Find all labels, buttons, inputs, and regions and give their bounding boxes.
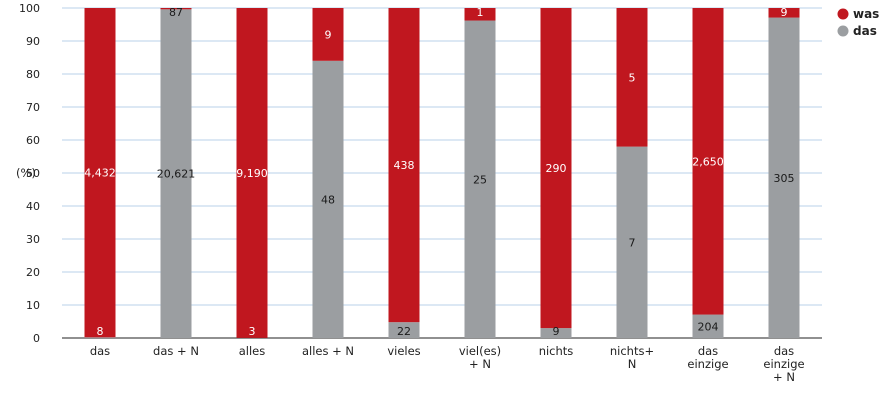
legend-swatch-was — [838, 9, 849, 20]
label-das-4: 22 — [397, 325, 411, 338]
label-das-5: 25 — [473, 173, 487, 186]
category-label-0-0: das — [90, 344, 110, 358]
category-label-9-2: + N — [773, 370, 795, 384]
category-label-2-0: alles — [239, 344, 266, 358]
category-label-9-0: das — [774, 344, 794, 358]
category-label-1-0: das + N — [153, 344, 199, 358]
label-das-0: 8 — [97, 325, 104, 338]
label-was-2: 9,190 — [236, 167, 268, 180]
y-tick-70: 70 — [26, 101, 40, 114]
label-das-7: 7 — [629, 236, 636, 249]
category-label-7-1: N — [628, 357, 637, 371]
y-tick-0: 0 — [33, 332, 40, 345]
legend-label-was: was — [853, 7, 879, 21]
legend-swatch-das — [838, 26, 849, 37]
label-was-4: 438 — [394, 159, 415, 172]
y-tick-60: 60 — [26, 134, 40, 147]
label-das-3: 48 — [321, 193, 335, 206]
y-tick-30: 30 — [26, 233, 40, 246]
y-tick-20: 20 — [26, 266, 40, 279]
label-was-9: 9 — [781, 6, 788, 19]
label-was-8: 2,650 — [692, 155, 724, 168]
bars: 8 4,432 20,621 87 3 9,190 48 9 22 438 25 1 9 290 7 5 204… — [84, 6, 799, 338]
label-was-6: 290 — [546, 162, 567, 175]
category-label-5-0: viel(es) — [459, 344, 501, 358]
category-label-8-0: das — [698, 344, 718, 358]
y-tick-90: 90 — [26, 35, 40, 48]
label-was-0: 4,432 — [84, 167, 116, 180]
label-das-1: 20,621 — [157, 168, 196, 181]
category-label-9-1: einzige — [763, 357, 804, 371]
category-label-8-1: einzige — [687, 357, 728, 371]
category-label-7-0: nichts+ — [610, 344, 654, 358]
label-was-7: 5 — [629, 71, 636, 84]
category-label-5-1: + N — [469, 357, 491, 371]
label-das-8: 204 — [698, 320, 719, 333]
category-label-4-0: vieles — [387, 344, 420, 358]
legend: was das — [838, 7, 880, 38]
category-label-3-0: alles + N — [302, 344, 354, 358]
label-das-9: 305 — [774, 172, 795, 185]
label-das-2: 3 — [249, 325, 256, 338]
label-das-6: 9 — [553, 325, 560, 338]
y-tick-100: 100 — [19, 2, 40, 15]
label-was-1: 87 — [169, 6, 183, 19]
category-label-6-0: nichts — [539, 344, 574, 358]
y-tick-10: 10 — [26, 299, 40, 312]
y-tick-80: 80 — [26, 68, 40, 81]
y-tick-40: 40 — [26, 200, 40, 213]
label-was-5: 1 — [477, 6, 484, 19]
label-was-3: 9 — [325, 28, 332, 41]
legend-label-das: das — [853, 24, 877, 38]
y-axis-label: (%) — [16, 166, 36, 180]
